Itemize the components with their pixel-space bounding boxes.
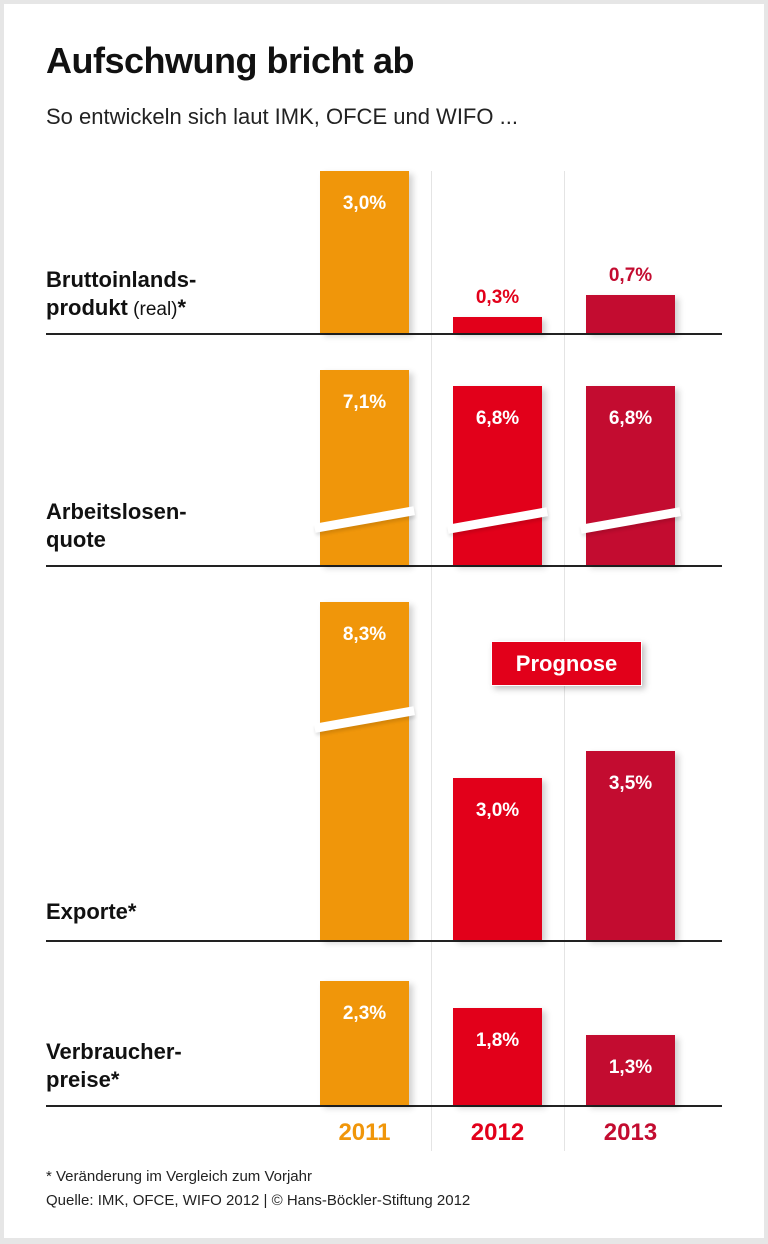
panel-label-asterisk: * bbox=[177, 295, 187, 320]
panel-label-line-2: produkt (real)* bbox=[46, 294, 196, 324]
data-label: 0,7% bbox=[608, 265, 653, 286]
data-label: 3,0% bbox=[475, 800, 520, 821]
axis-break-mark bbox=[313, 506, 416, 533]
panel-label-text: produkt bbox=[46, 295, 128, 320]
data-label: 2,3% bbox=[342, 1003, 387, 1024]
data-label: 6,8% bbox=[608, 408, 653, 429]
panel-label-line-2: Exporte* bbox=[46, 898, 136, 928]
footnote: * Veränderung im Vergleich zum Vorjahr bbox=[46, 1168, 312, 1185]
year-label-2013: 2013 bbox=[603, 1119, 658, 1146]
panel-label: Bruttoinlands-produkt (real)* bbox=[46, 266, 196, 324]
panel-label-text: Exporte bbox=[46, 899, 128, 924]
panel-label: Arbeitslosen-quote bbox=[46, 498, 187, 556]
bar-2013 bbox=[586, 295, 675, 333]
axis-break-mark bbox=[579, 507, 682, 534]
bar-2012 bbox=[453, 317, 542, 333]
source: Quelle: IMK, OFCE, WIFO 2012 | © Hans-Bö… bbox=[46, 1192, 471, 1209]
panel-label: Exporte* bbox=[46, 898, 136, 928]
panel-label-line-2: preise* bbox=[46, 1066, 182, 1096]
axis-break-mark bbox=[313, 706, 416, 733]
bar-2011 bbox=[320, 981, 409, 1105]
panel-baseline bbox=[46, 940, 722, 942]
chart-subtitle: So entwickeln sich laut IMK, OFCE und WI… bbox=[46, 104, 518, 129]
chart-title: Aufschwung bricht ab bbox=[46, 40, 415, 81]
bar-2011 bbox=[313, 370, 416, 565]
panel-baseline bbox=[46, 1105, 722, 1107]
panel-label-line-2: quote bbox=[46, 526, 187, 556]
panel-label-line-1: Bruttoinlands- bbox=[46, 267, 197, 292]
bar-2013 bbox=[586, 1035, 675, 1105]
panel-label-line-1: Verbraucher- bbox=[46, 1039, 182, 1064]
panel-baseline bbox=[46, 333, 722, 335]
bar-2012 bbox=[453, 1008, 542, 1105]
panel-label-qualifier: (real) bbox=[127, 299, 178, 320]
data-label: 1,3% bbox=[608, 1057, 653, 1078]
panel-label-text: quote bbox=[46, 527, 106, 552]
bar-2011 bbox=[320, 171, 409, 333]
panel-label-asterisk: * bbox=[127, 899, 137, 924]
bar-2013 bbox=[586, 751, 675, 940]
year-label-2012: 2012 bbox=[470, 1119, 525, 1146]
data-label: 1,8% bbox=[475, 1030, 520, 1051]
data-label: 7,1% bbox=[342, 392, 387, 413]
panel-label: Verbraucher-preise* bbox=[46, 1038, 182, 1096]
bar-2012 bbox=[446, 386, 549, 565]
year-label-2011: 2011 bbox=[338, 1119, 391, 1146]
bar-2011 bbox=[313, 602, 416, 940]
data-label: 6,8% bbox=[475, 408, 520, 429]
forecast-badge: Prognose bbox=[491, 641, 642, 686]
panel-baseline bbox=[46, 565, 722, 567]
panel-label-text: preise bbox=[46, 1067, 111, 1092]
column-separator bbox=[431, 171, 432, 1151]
data-label: 0,3% bbox=[475, 287, 520, 308]
bar-2012 bbox=[453, 778, 542, 940]
data-label: 3,5% bbox=[608, 773, 653, 794]
data-label: 3,0% bbox=[342, 193, 387, 214]
axis-break-mark bbox=[446, 507, 549, 534]
panel-label-asterisk: * bbox=[110, 1067, 120, 1092]
data-label: 8,3% bbox=[342, 624, 387, 645]
panel-label-line-1: Arbeitslosen- bbox=[46, 499, 187, 524]
bar-2013 bbox=[579, 386, 682, 565]
